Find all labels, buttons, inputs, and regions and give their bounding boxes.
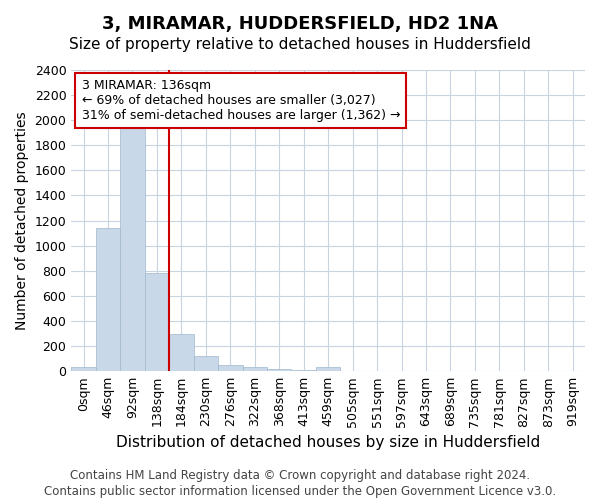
Text: 3, MIRAMAR, HUDDERSFIELD, HD2 1NA: 3, MIRAMAR, HUDDERSFIELD, HD2 1NA bbox=[102, 15, 498, 33]
Bar bbox=[292, 370, 316, 371]
Bar bbox=[218, 365, 242, 371]
Bar bbox=[267, 368, 292, 371]
Y-axis label: Number of detached properties: Number of detached properties bbox=[15, 112, 29, 330]
Bar bbox=[316, 368, 340, 371]
Text: Size of property relative to detached houses in Huddersfield: Size of property relative to detached ho… bbox=[69, 38, 531, 52]
Bar bbox=[145, 274, 169, 371]
Text: Contains HM Land Registry data © Crown copyright and database right 2024.
Contai: Contains HM Land Registry data © Crown c… bbox=[44, 470, 556, 498]
Bar bbox=[169, 334, 194, 371]
Bar bbox=[71, 368, 96, 371]
Bar bbox=[96, 228, 120, 371]
Bar bbox=[120, 124, 145, 371]
Bar bbox=[242, 368, 267, 371]
Text: 3 MIRAMAR: 136sqm
← 69% of detached houses are smaller (3,027)
31% of semi-detac: 3 MIRAMAR: 136sqm ← 69% of detached hous… bbox=[82, 79, 400, 122]
Bar bbox=[194, 356, 218, 371]
X-axis label: Distribution of detached houses by size in Huddersfield: Distribution of detached houses by size … bbox=[116, 435, 540, 450]
